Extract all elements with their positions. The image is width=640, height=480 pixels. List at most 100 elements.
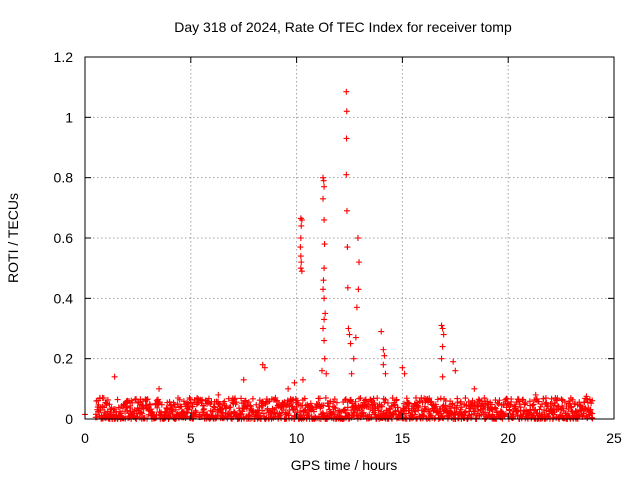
data-point [271,409,278,416]
data-point [214,412,221,419]
data-point [492,405,499,412]
data-point [580,410,587,417]
data-point [193,409,200,416]
data-point [491,404,498,411]
data-point [439,343,446,350]
data-point [569,396,576,403]
data-point [210,403,217,410]
data-point [321,241,328,248]
data-point [583,393,590,400]
data-point [343,135,350,142]
data-point [350,410,357,417]
data-point [192,407,199,414]
data-point [357,395,364,402]
data-point [268,409,275,416]
data-point [522,399,529,406]
data-point [305,412,312,419]
data-point [463,402,470,409]
data-point [186,394,193,401]
data-point [118,410,125,417]
data-point [403,395,410,402]
y-tick-label: 0.2 [54,351,74,367]
data-point [144,396,151,403]
y-tick-label: 0 [65,411,73,427]
data-point [506,401,513,408]
data-point [323,370,330,377]
data-point [297,253,304,260]
data-point [322,394,329,401]
data-point [438,355,445,362]
data-point [249,395,256,402]
data-point [343,171,350,178]
data-point [353,304,360,311]
data-point [186,404,193,411]
data-point [465,412,472,419]
x-tick-label: 25 [606,430,622,446]
data-point [318,367,325,374]
data-point [394,404,401,411]
y-tick-label: 0.8 [54,170,74,186]
data-point [343,207,350,214]
data-point [432,401,439,408]
data-point [238,395,245,402]
x-tick-label: 5 [187,430,195,446]
data-point [495,400,502,407]
data-point [294,409,301,416]
data-point [253,401,260,408]
data-point [432,404,439,411]
data-point [530,412,537,419]
y-axis-label: ROTI / TECUs [5,193,21,283]
data-point [450,358,457,365]
data-point [389,395,396,402]
data-point [374,404,381,411]
data-point [348,370,355,377]
data-point [320,277,327,284]
data-point [232,395,239,402]
data-point [344,284,351,291]
data-point [143,396,150,403]
data-point [352,334,359,341]
data-point [471,385,478,392]
data-point [148,406,155,413]
x-axis-label: GPS time / hours [291,457,398,473]
data-point [178,403,185,410]
data-point [307,400,314,407]
data-point [381,352,388,359]
data-point [215,391,222,398]
data-point [331,396,338,403]
data-point [333,399,340,406]
data-point [187,400,194,407]
data-point [205,395,212,402]
data-point [103,400,110,407]
data-point [356,395,363,402]
data-point [317,403,324,410]
data-point [344,244,351,251]
data-point [520,396,527,403]
data-point [440,331,447,338]
data-point [237,411,244,418]
data-point [354,235,361,241]
data-point [350,355,357,362]
data-point [358,404,365,411]
data-point [321,216,328,223]
data-point [589,397,596,404]
data-point [343,108,350,115]
data-point [401,370,408,377]
data-point [139,410,146,417]
data-point [180,398,187,405]
data-point [403,403,410,410]
data-point [223,403,230,410]
data-point [331,404,338,411]
data-point [115,404,122,411]
data-point [439,373,446,380]
data-point [100,395,107,402]
data-point [391,401,398,408]
x-tick-label: 20 [500,430,516,446]
data-point [488,401,495,408]
data-point [171,401,178,408]
chart-title: Day 318 of 2024, Rate Of TEC Index for r… [174,19,512,35]
data-point [104,396,111,403]
data-point [285,385,292,392]
data-point [297,235,304,241]
data-point [311,408,318,415]
